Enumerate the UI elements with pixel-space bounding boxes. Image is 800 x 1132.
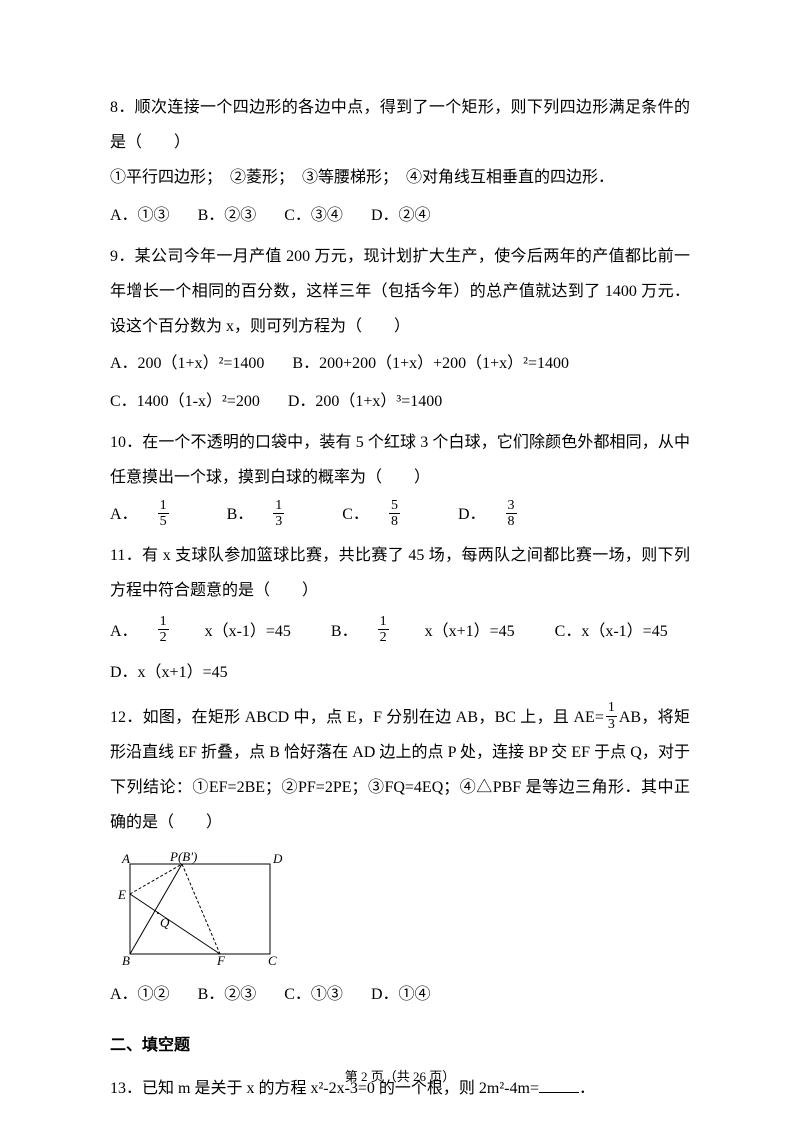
q10-optA-prefix: A． xyxy=(110,506,138,523)
q12-frac: 13 xyxy=(606,700,617,732)
frac-den: 5 xyxy=(158,514,169,529)
q9-optC: C．1400（1-x）²=200 xyxy=(110,393,260,410)
q10-optD: D．38 xyxy=(458,506,553,523)
q8-optA: A．①③ xyxy=(110,207,170,224)
q12-optC: C．①③ xyxy=(284,986,343,1003)
q12-text1: 12．如图，在矩形 ABCD 中，点 E，F 分别在边 AB，BC 上，且 AE… xyxy=(110,709,604,726)
question-10: 10．在一个不透明的口袋中，装有 5 个红球 3 个白球，它们除颜色外都相同，从… xyxy=(110,425,690,533)
q11-optA-suffix: x（x-1）=45 xyxy=(205,623,291,640)
q12-options: A．①② B．②③ C．①③ D．①④ xyxy=(110,977,690,1012)
frac-num: 1 xyxy=(158,498,169,514)
q8-sub: ①平行四边形； ②菱形； ③等腰梯形； ④对角线互相垂直的四边形． xyxy=(110,160,690,195)
q11-optB-suffix: x（x+1）=45 xyxy=(425,623,515,640)
q8-optB: B．②③ xyxy=(198,207,257,224)
q12-optB: B．②③ xyxy=(198,986,257,1003)
q8-optC: C．③④ xyxy=(284,207,343,224)
q10-fracB: 13 xyxy=(273,498,302,530)
frac-num: 1 xyxy=(273,498,284,514)
label-P: P(B') xyxy=(169,849,197,864)
label-B: B xyxy=(122,953,130,968)
q10-fracC: 58 xyxy=(389,498,418,530)
q9-options-line1: A．200（1+x）²=1400 B．200+200（1+x）+200（1+x）… xyxy=(110,346,690,381)
q11-fracA: 12 xyxy=(158,614,187,646)
frac-den: 8 xyxy=(389,514,400,529)
question-9: 9．某公司今年一月产值 200 万元，现计划扩大生产，使今后两年的产值都比前一年… xyxy=(110,239,690,419)
label-E: E xyxy=(117,887,126,902)
page-footer: 第 2 页（共 26 页） xyxy=(0,1063,800,1092)
frac-den: 3 xyxy=(273,514,284,529)
q11-optC: C．x（x-1）=45 xyxy=(555,623,668,640)
question-12: 12．如图，在矩形 ABCD 中，点 E，F 分别在边 AB，BC 上，且 AE… xyxy=(110,700,690,1012)
frac-num: 5 xyxy=(389,498,400,514)
question-8: 8．顺次连接一个四边形的各边中点，得到了一个矩形，则下列四边形满足条件的是（ ）… xyxy=(110,90,690,233)
section-2-title: 二、填空题 xyxy=(110,1028,690,1063)
q10-optC: C．58 xyxy=(342,506,436,523)
frac-num: 1 xyxy=(606,700,617,716)
q11-optA: A．12x（x-1）=45 xyxy=(110,623,309,640)
q12-optD: D．①④ xyxy=(371,986,431,1003)
frac-den: 2 xyxy=(158,630,169,645)
q10-optB-prefix: B． xyxy=(227,506,254,523)
q11-optA-prefix: A． xyxy=(110,623,138,640)
frac-den: 3 xyxy=(606,717,617,732)
q10-optD-prefix: D． xyxy=(458,506,486,523)
q10-fracD: 38 xyxy=(506,498,535,530)
q9-optD: D．200（1+x）³=1400 xyxy=(288,393,442,410)
q9-optB: B．200+200（1+x）+200（1+x）²=1400 xyxy=(292,355,569,372)
frac-num: 1 xyxy=(158,614,169,630)
q8-optD: D．②④ xyxy=(371,207,431,224)
frac-num: 3 xyxy=(506,498,517,514)
q11-text: 11．有 x 支球队参加篮球比赛，共比赛了 45 场，每两队之间都比赛一场，则下… xyxy=(110,538,690,608)
q8-text: 8．顺次连接一个四边形的各边中点，得到了一个矩形，则下列四边形满足条件的是（ ） xyxy=(110,90,690,160)
frac-num: 1 xyxy=(378,614,389,630)
q10-text: 10．在一个不透明的口袋中，装有 5 个红球 3 个白球，它们除颜色外都相同，从… xyxy=(110,425,690,495)
q9-text: 9．某公司今年一月产值 200 万元，现计划扩大生产，使今后两年的产值都比前一年… xyxy=(110,239,690,345)
q11-optB: B．12x（x+1）=45 xyxy=(331,623,533,640)
q11-options: A．12x（x-1）=45 B．12x（x+1）=45 C．x（x-1）=45 … xyxy=(110,611,690,694)
label-F: F xyxy=(216,953,226,968)
q12-optA: A．①② xyxy=(110,986,170,1003)
label-Q: Q xyxy=(160,915,170,930)
q10-fracA: 15 xyxy=(158,498,187,530)
q12-text: 12．如图，在矩形 ABCD 中，点 E，F 分别在边 AB，BC 上，且 AE… xyxy=(110,700,690,841)
q10-optA: A．15 xyxy=(110,506,205,523)
q11-fracB: 12 xyxy=(378,614,407,646)
frac-den: 8 xyxy=(506,514,517,529)
q12-diagram: A P(B') D E Q B F C xyxy=(110,849,290,969)
q10-optB: B．13 xyxy=(227,506,321,523)
q11-optD: D．x（x+1）=45 xyxy=(110,664,228,681)
q10-optC-prefix: C． xyxy=(342,506,369,523)
q11-optB-prefix: B． xyxy=(331,623,358,640)
q9-options-line2: C．1400（1-x）²=200 D．200（1+x）³=1400 xyxy=(110,384,690,419)
question-11: 11．有 x 支球队参加篮球比赛，共比赛了 45 场，每两队之间都比赛一场，则下… xyxy=(110,538,690,694)
label-A: A xyxy=(121,851,130,866)
q12-figure: A P(B') D E Q B F C xyxy=(110,849,690,969)
q8-options: A．①③ B．②③ C．③④ D．②④ xyxy=(110,198,690,233)
label-C: C xyxy=(268,953,277,968)
q9-optA: A．200（1+x）²=1400 xyxy=(110,355,264,372)
q12-text2: AB，将矩形沿直线 EF 折叠，点 B 恰好落在 AD 边上的点 P 处，连接 … xyxy=(110,709,690,832)
q10-options: A．15 B．13 C．58 D．38 xyxy=(110,497,690,532)
frac-den: 2 xyxy=(378,630,389,645)
label-D: D xyxy=(272,851,283,866)
